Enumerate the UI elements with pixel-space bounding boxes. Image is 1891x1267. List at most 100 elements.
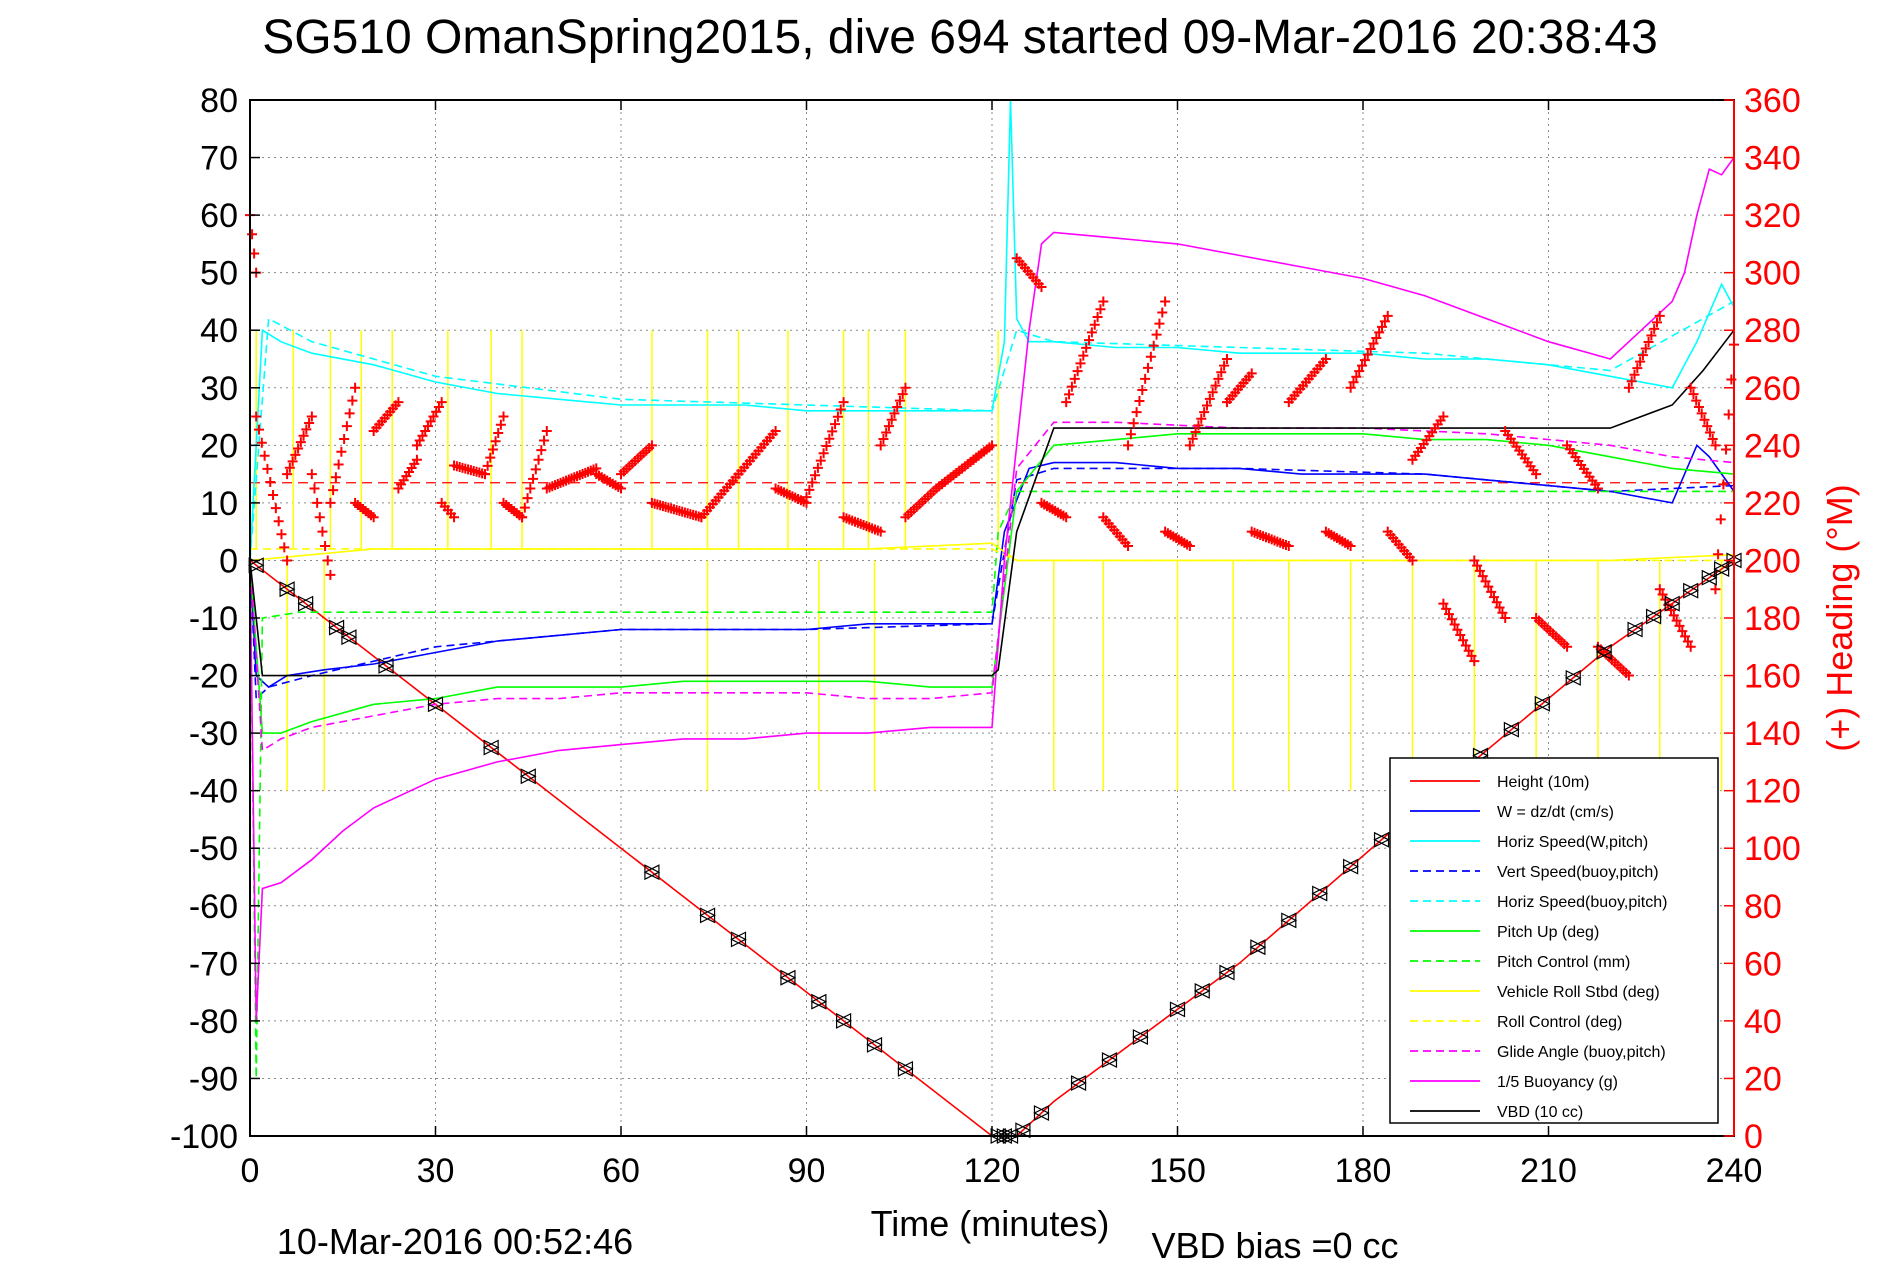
legend-box	[1389, 757, 1719, 1124]
x-tick-label: 30	[417, 1152, 455, 1190]
heading-point	[1480, 576, 1491, 587]
heading-point	[883, 421, 894, 432]
legend-label: Vert Speed(buoy,pitch)	[1497, 864, 1659, 881]
right-y-tick-label: 40	[1744, 1003, 1782, 1041]
depth-marker	[1101, 1052, 1118, 1069]
depth-marker	[897, 1060, 914, 1077]
heading-point	[1452, 624, 1463, 635]
depth-marker	[278, 581, 296, 598]
heading-point	[1632, 363, 1643, 374]
heading-point	[875, 526, 886, 537]
heading-point	[1078, 350, 1089, 361]
heading-point	[522, 493, 533, 504]
heading-point	[519, 502, 530, 513]
heading-point	[411, 454, 422, 465]
depth-marker	[482, 739, 500, 756]
depth-marker	[810, 993, 828, 1010]
heading-point	[1221, 354, 1232, 364]
legend-label: VBD (10 cc)	[1497, 1104, 1583, 1121]
heading-point	[487, 444, 498, 455]
heading-point	[1657, 589, 1668, 600]
legend: Height (10m) W = dz/dt (cm/s) Horiz Speed(…	[1389, 757, 1719, 1124]
heading-point	[1449, 619, 1460, 630]
depth-marker	[427, 696, 444, 713]
depth-marker	[1682, 582, 1700, 599]
heading-point	[1131, 407, 1142, 418]
heading-point	[900, 382, 911, 393]
heading-point	[1688, 389, 1699, 400]
heading-point	[270, 503, 281, 514]
heading-point	[1201, 400, 1212, 411]
y-tick-label: -80	[189, 1003, 238, 1041]
heading-point	[368, 512, 379, 523]
right-y-tick-label: 20	[1744, 1060, 1782, 1098]
heading-point	[256, 437, 267, 448]
y-tick-label: 50	[200, 255, 238, 293]
heading-point	[1654, 310, 1665, 321]
heading-point	[1693, 401, 1704, 412]
heading-point	[341, 421, 352, 432]
heading-point	[1382, 310, 1393, 321]
heading-point	[1362, 349, 1373, 360]
heading-point	[1061, 512, 1072, 523]
heading-point	[253, 424, 264, 435]
y-tick-label: 40	[200, 312, 238, 350]
heading-point	[1154, 318, 1165, 329]
heading-point	[1148, 340, 1159, 351]
footer-date: 10-Mar-2016 00:52:46	[277, 1221, 633, 1262]
heading-point	[1072, 366, 1083, 377]
legend-label: Horiz Speed(W,pitch)	[1497, 834, 1648, 851]
heading-point	[1092, 311, 1103, 322]
heading-point	[1460, 640, 1471, 651]
heading-point	[616, 483, 626, 494]
right-y-tick-label: 360	[1744, 82, 1801, 120]
heading-point	[1184, 440, 1195, 451]
y-tick-label: 0	[219, 542, 238, 580]
right-y-tick-label: 80	[1744, 888, 1782, 926]
heading-point	[1674, 620, 1685, 631]
legend-label: 1/5 Buoyancy (g)	[1497, 1074, 1618, 1091]
heading-point	[1491, 597, 1502, 608]
heading-point	[1098, 296, 1109, 307]
right-y-tick-label: 300	[1744, 255, 1801, 293]
legend-label: Pitch Up (deg)	[1497, 924, 1599, 941]
y-tick-label: -100	[170, 1118, 238, 1156]
x-tick-label: 0	[241, 1152, 260, 1190]
depth-marker	[1193, 982, 1211, 999]
heading-point	[1477, 571, 1488, 582]
y-tick-label: 30	[200, 370, 238, 408]
heading-point	[1348, 377, 1359, 388]
x-tick-label: 210	[1520, 1152, 1577, 1190]
heading-point	[1190, 427, 1201, 438]
heading-point	[1379, 316, 1390, 327]
heading-point	[273, 516, 284, 527]
heading-point	[1640, 343, 1651, 354]
heading-point	[1137, 384, 1148, 395]
heading-point	[1458, 635, 1469, 646]
heading-point	[1064, 389, 1075, 400]
right-y-tick-label: 320	[1744, 197, 1801, 235]
heading-point	[1497, 607, 1508, 618]
heading-point	[1472, 560, 1483, 571]
heading-point	[830, 419, 841, 430]
heading-point	[1702, 421, 1713, 432]
heading-point	[493, 428, 504, 438]
heading-point	[1438, 598, 1449, 609]
heading-point	[1562, 641, 1573, 652]
heading-point	[1685, 641, 1696, 652]
heading-point	[1699, 414, 1710, 425]
heading-point	[1474, 565, 1485, 576]
heading-point	[1125, 429, 1136, 440]
heading-point	[1187, 433, 1198, 444]
right-y-tick-label: 0	[1744, 1118, 1763, 1156]
heading-point	[330, 472, 341, 483]
heading-point	[1061, 397, 1072, 408]
heading-point	[832, 411, 843, 422]
heading-point	[517, 512, 528, 523]
heading-point	[889, 408, 900, 419]
series-line	[249, 467, 1735, 701]
heading-point	[894, 395, 905, 406]
heading-point	[1081, 342, 1092, 353]
heading-point	[449, 512, 460, 523]
